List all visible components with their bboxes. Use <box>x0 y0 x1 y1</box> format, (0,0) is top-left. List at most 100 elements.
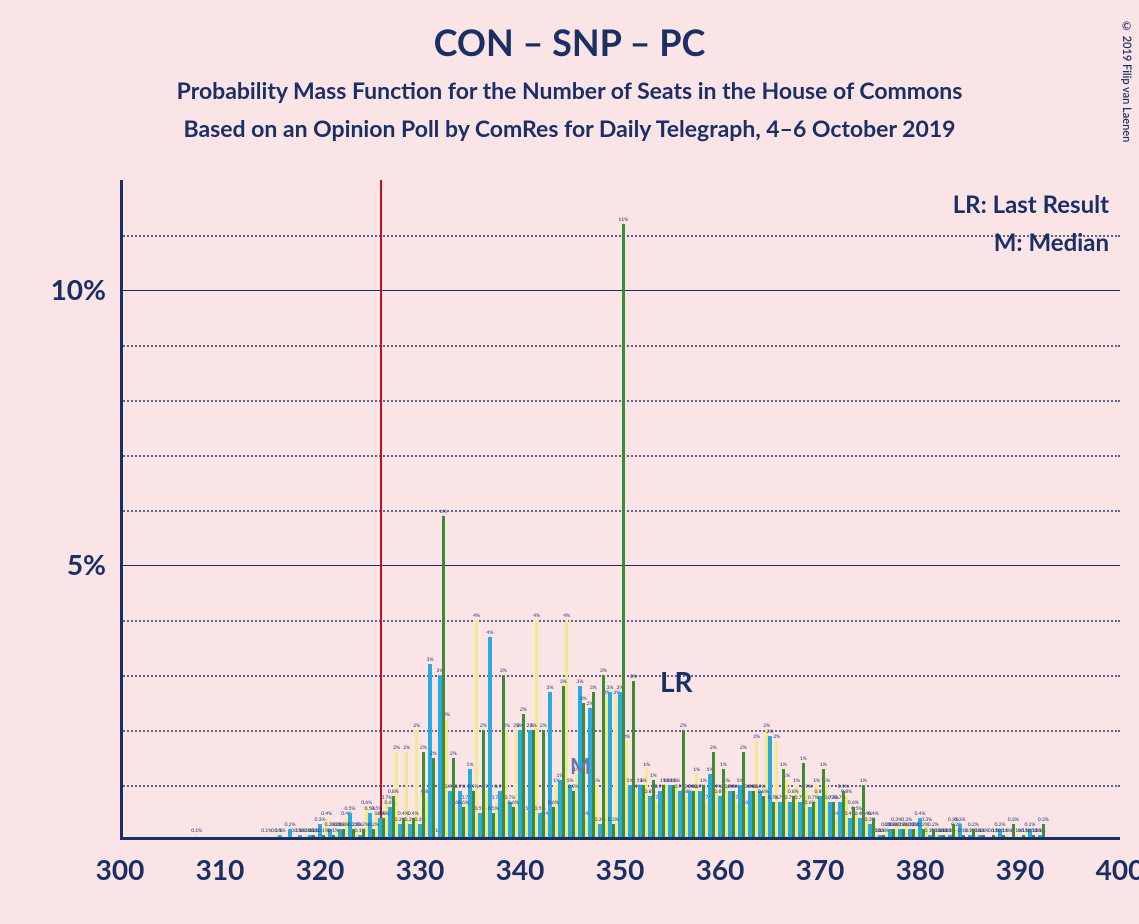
grid-minor <box>120 675 1120 677</box>
bar-green <box>862 785 865 840</box>
bar-value-label: 0.9% <box>838 784 849 790</box>
bar-value-label: 0.2% <box>368 822 379 828</box>
bar-green <box>602 675 605 840</box>
bar-value-label: 3% <box>560 679 567 685</box>
bar-value-label: 0.7% <box>768 795 779 801</box>
x-axis-label: 350 <box>596 852 645 886</box>
bar-green <box>622 224 625 840</box>
bar-value-label: 0.4% <box>378 811 389 817</box>
bar-green <box>442 516 445 841</box>
bar-green <box>632 681 635 841</box>
x-axis-label: 310 <box>196 852 245 886</box>
y-axis-label: 10% <box>51 272 106 306</box>
x-axis-label: 400 <box>1096 852 1139 886</box>
bar-green <box>812 802 815 841</box>
bar-value-label: 4% <box>473 613 480 619</box>
grid-minor <box>120 510 1120 512</box>
y-axis <box>120 180 123 840</box>
bar-value-label: 4% <box>533 613 540 619</box>
grid-minor <box>120 345 1120 347</box>
bar-value-label: 3% <box>630 674 637 680</box>
bar-green <box>572 791 575 841</box>
bar-value-label: 3% <box>427 657 434 663</box>
bar-value-label: 0.4% <box>915 811 926 817</box>
bar-green <box>542 730 545 840</box>
bar-green <box>562 686 565 840</box>
bar-green <box>432 758 435 841</box>
bar-green <box>792 796 795 840</box>
bar-value-label: 2% <box>480 723 487 729</box>
bar-value-label: 0.1% <box>998 828 1009 834</box>
bar-green <box>722 769 725 841</box>
x-axis <box>120 837 1120 840</box>
bar-value-label: 0.8% <box>388 789 399 795</box>
x-axis-label: 380 <box>896 852 945 886</box>
bar-green <box>662 785 665 840</box>
bar-value-label: 3% <box>607 685 614 691</box>
bar-value-label: 0.9% <box>455 784 466 790</box>
x-axis-label: 390 <box>996 852 1045 886</box>
bar-value-label: 0.8% <box>788 789 799 795</box>
chart-subtitle-2: Based on an Opinion Poll by ComRes for D… <box>0 114 1139 142</box>
bar-value-label: 1% <box>643 762 650 768</box>
bar-value-label: 0.9% <box>568 784 579 790</box>
bar-green <box>492 813 495 841</box>
bar-value-label: 0.7% <box>828 795 839 801</box>
bar-green <box>742 752 745 840</box>
y-axis-label: 5% <box>67 547 106 581</box>
chart-subtitle-1: Probability Mass Function for the Number… <box>0 76 1139 104</box>
bar-green <box>732 791 735 841</box>
bar-value-label: 3% <box>500 668 507 674</box>
bar-green <box>472 791 475 841</box>
bar-green <box>452 758 455 841</box>
bar-value-label: 3% <box>600 668 607 674</box>
bar-value-label: 0.9% <box>728 784 739 790</box>
bar-green <box>802 763 805 840</box>
grid-minor <box>120 235 1120 237</box>
bar-value-label: 1% <box>813 778 820 784</box>
bar-green <box>422 752 425 840</box>
bar-green <box>532 730 535 840</box>
x-axis-label: 360 <box>696 852 745 886</box>
bar-value-label: 0.6% <box>848 800 859 806</box>
bar-value-label: 0.9% <box>468 784 479 790</box>
bar-value-label: 2% <box>680 723 687 729</box>
bar-value-label: 2% <box>450 751 457 757</box>
bar-green <box>462 807 465 840</box>
bar-value-label: 0.4% <box>868 811 879 817</box>
bar-value-label: 2% <box>767 729 774 735</box>
bar-value-label: 2% <box>430 751 437 757</box>
bar-value-label: 0.5% <box>488 806 499 812</box>
bar-value-label: 0.3% <box>1038 817 1049 823</box>
median-annotation: M <box>570 752 591 779</box>
bar-value-label: 1% <box>860 778 867 784</box>
bar-green <box>752 791 755 841</box>
bar-value-label: 1% <box>650 773 657 779</box>
bar-value-label: 3% <box>547 685 554 691</box>
bar-value-label: 2% <box>710 745 717 751</box>
bar-value-label: 0.6% <box>508 800 519 806</box>
bar-value-label: 6% <box>440 509 447 515</box>
bar-green <box>502 675 505 840</box>
bar-green <box>712 752 715 840</box>
bar-value-label: 0.1% <box>275 828 286 834</box>
bar-green <box>702 785 705 840</box>
bar-value-label: 0.1% <box>958 828 969 834</box>
bar-value-label: 1% <box>693 767 700 773</box>
bar-value-label: 1% <box>820 762 827 768</box>
bar-value-label: 3% <box>590 685 597 691</box>
bar-value-label: 1% <box>800 756 807 762</box>
bar-value-label: 0.9% <box>688 784 699 790</box>
bar-value-label: 1% <box>660 778 667 784</box>
bar-value-label: 0.6% <box>458 800 469 806</box>
grid-major <box>120 290 1120 291</box>
bar-green <box>512 807 515 840</box>
bar-value-label: 1% <box>640 778 647 784</box>
bar-green <box>392 796 395 840</box>
bar-green <box>592 692 595 841</box>
lr-annotation: LR <box>660 664 693 698</box>
bar-green <box>642 785 645 840</box>
bar-value-label: 1% <box>720 762 727 768</box>
bar-value-label: 2% <box>530 723 537 729</box>
grid-minor <box>120 400 1120 402</box>
